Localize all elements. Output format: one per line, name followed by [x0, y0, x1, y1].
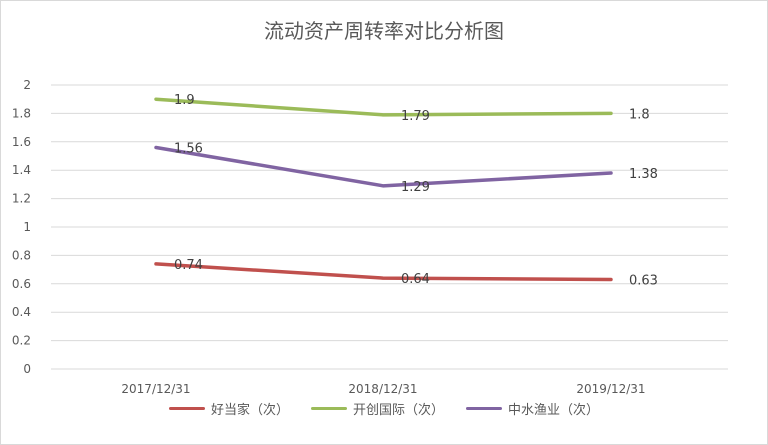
data-label: 1.8	[629, 107, 650, 122]
x-tick-label: 2018/12/31	[348, 382, 417, 396]
legend-item-zhongshui: 中水渔业（次）	[466, 399, 599, 418]
x-tick-label: 2017/12/31	[121, 382, 190, 396]
data-label: 1.79	[401, 109, 430, 124]
y-tick-label: 0	[23, 362, 31, 376]
y-tick-label: 2	[23, 78, 31, 92]
data-label: 1.9	[174, 93, 195, 108]
y-tick-label: 0.4	[12, 305, 31, 319]
legend-swatch	[168, 407, 205, 410]
chart-legend: 好当家（次） 开创国际（次） 中水渔业（次）	[1, 399, 767, 418]
data-label: 1.56	[174, 141, 203, 156]
data-label: 1.38	[629, 167, 658, 182]
y-tick-label: 0.8	[12, 248, 31, 262]
y-tick-label: 0.6	[12, 277, 31, 291]
data-label: 1.29	[401, 180, 430, 195]
legend-item-kaichuang: 开创国际（次）	[310, 399, 444, 418]
legend-swatch	[310, 407, 347, 410]
legend-item-haodangjia: 好当家（次）	[168, 399, 289, 418]
y-tick-label: 1	[23, 220, 31, 234]
series-line-0	[154, 262, 613, 282]
y-tick-label: 1.4	[12, 163, 31, 177]
legend-label: 好当家（次）	[210, 403, 289, 418]
series-line-1	[154, 97, 613, 117]
x-tick-label: 2019/12/31	[576, 382, 645, 396]
y-tick-label: 0.2	[12, 334, 31, 348]
legend-label: 中水渔业（次）	[508, 403, 600, 418]
data-label: 0.74	[174, 258, 203, 273]
chart-title: 流动资产周转率对比分析图	[264, 19, 504, 43]
y-tick-label: 1.8	[12, 106, 31, 120]
legend-swatch	[466, 407, 502, 410]
series-line-2	[154, 145, 613, 188]
legend-label: 开创国际（次）	[352, 403, 444, 418]
data-label: 0.63	[629, 274, 658, 289]
y-tick-label: 1.6	[12, 135, 31, 149]
y-tick-label: 1.2	[12, 192, 31, 206]
data-label: 0.64	[401, 272, 430, 287]
